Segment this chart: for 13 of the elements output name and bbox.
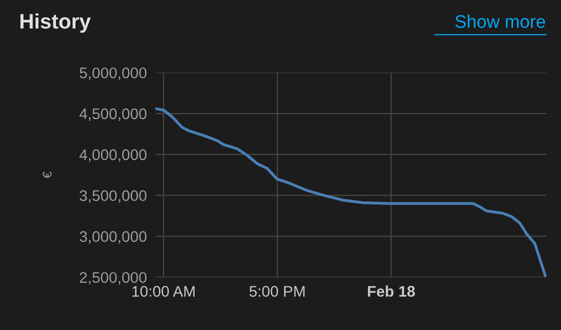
text: Show more (455, 14, 546, 28)
x-tick-label: Feb 18 (368, 286, 415, 297)
line-series (155, 107, 546, 278)
y-tick-label: 3,000,000 (80, 231, 146, 244)
y-tick-label: 2,500,000 (80, 272, 146, 285)
chart-title: History (20, 13, 91, 33)
y-tick-label: 4,500,000 (79, 108, 146, 122)
y-axis-title: € (42, 172, 52, 178)
x-tick-label: 10:00 AM (132, 286, 195, 297)
x-tick-label: 5:00 PM (250, 286, 305, 297)
y-tick-label: 3,500,000 (80, 190, 146, 203)
y-tick-label: 4,000,000 (79, 149, 146, 162)
y-tick-label: 5,000,000 (80, 67, 146, 80)
